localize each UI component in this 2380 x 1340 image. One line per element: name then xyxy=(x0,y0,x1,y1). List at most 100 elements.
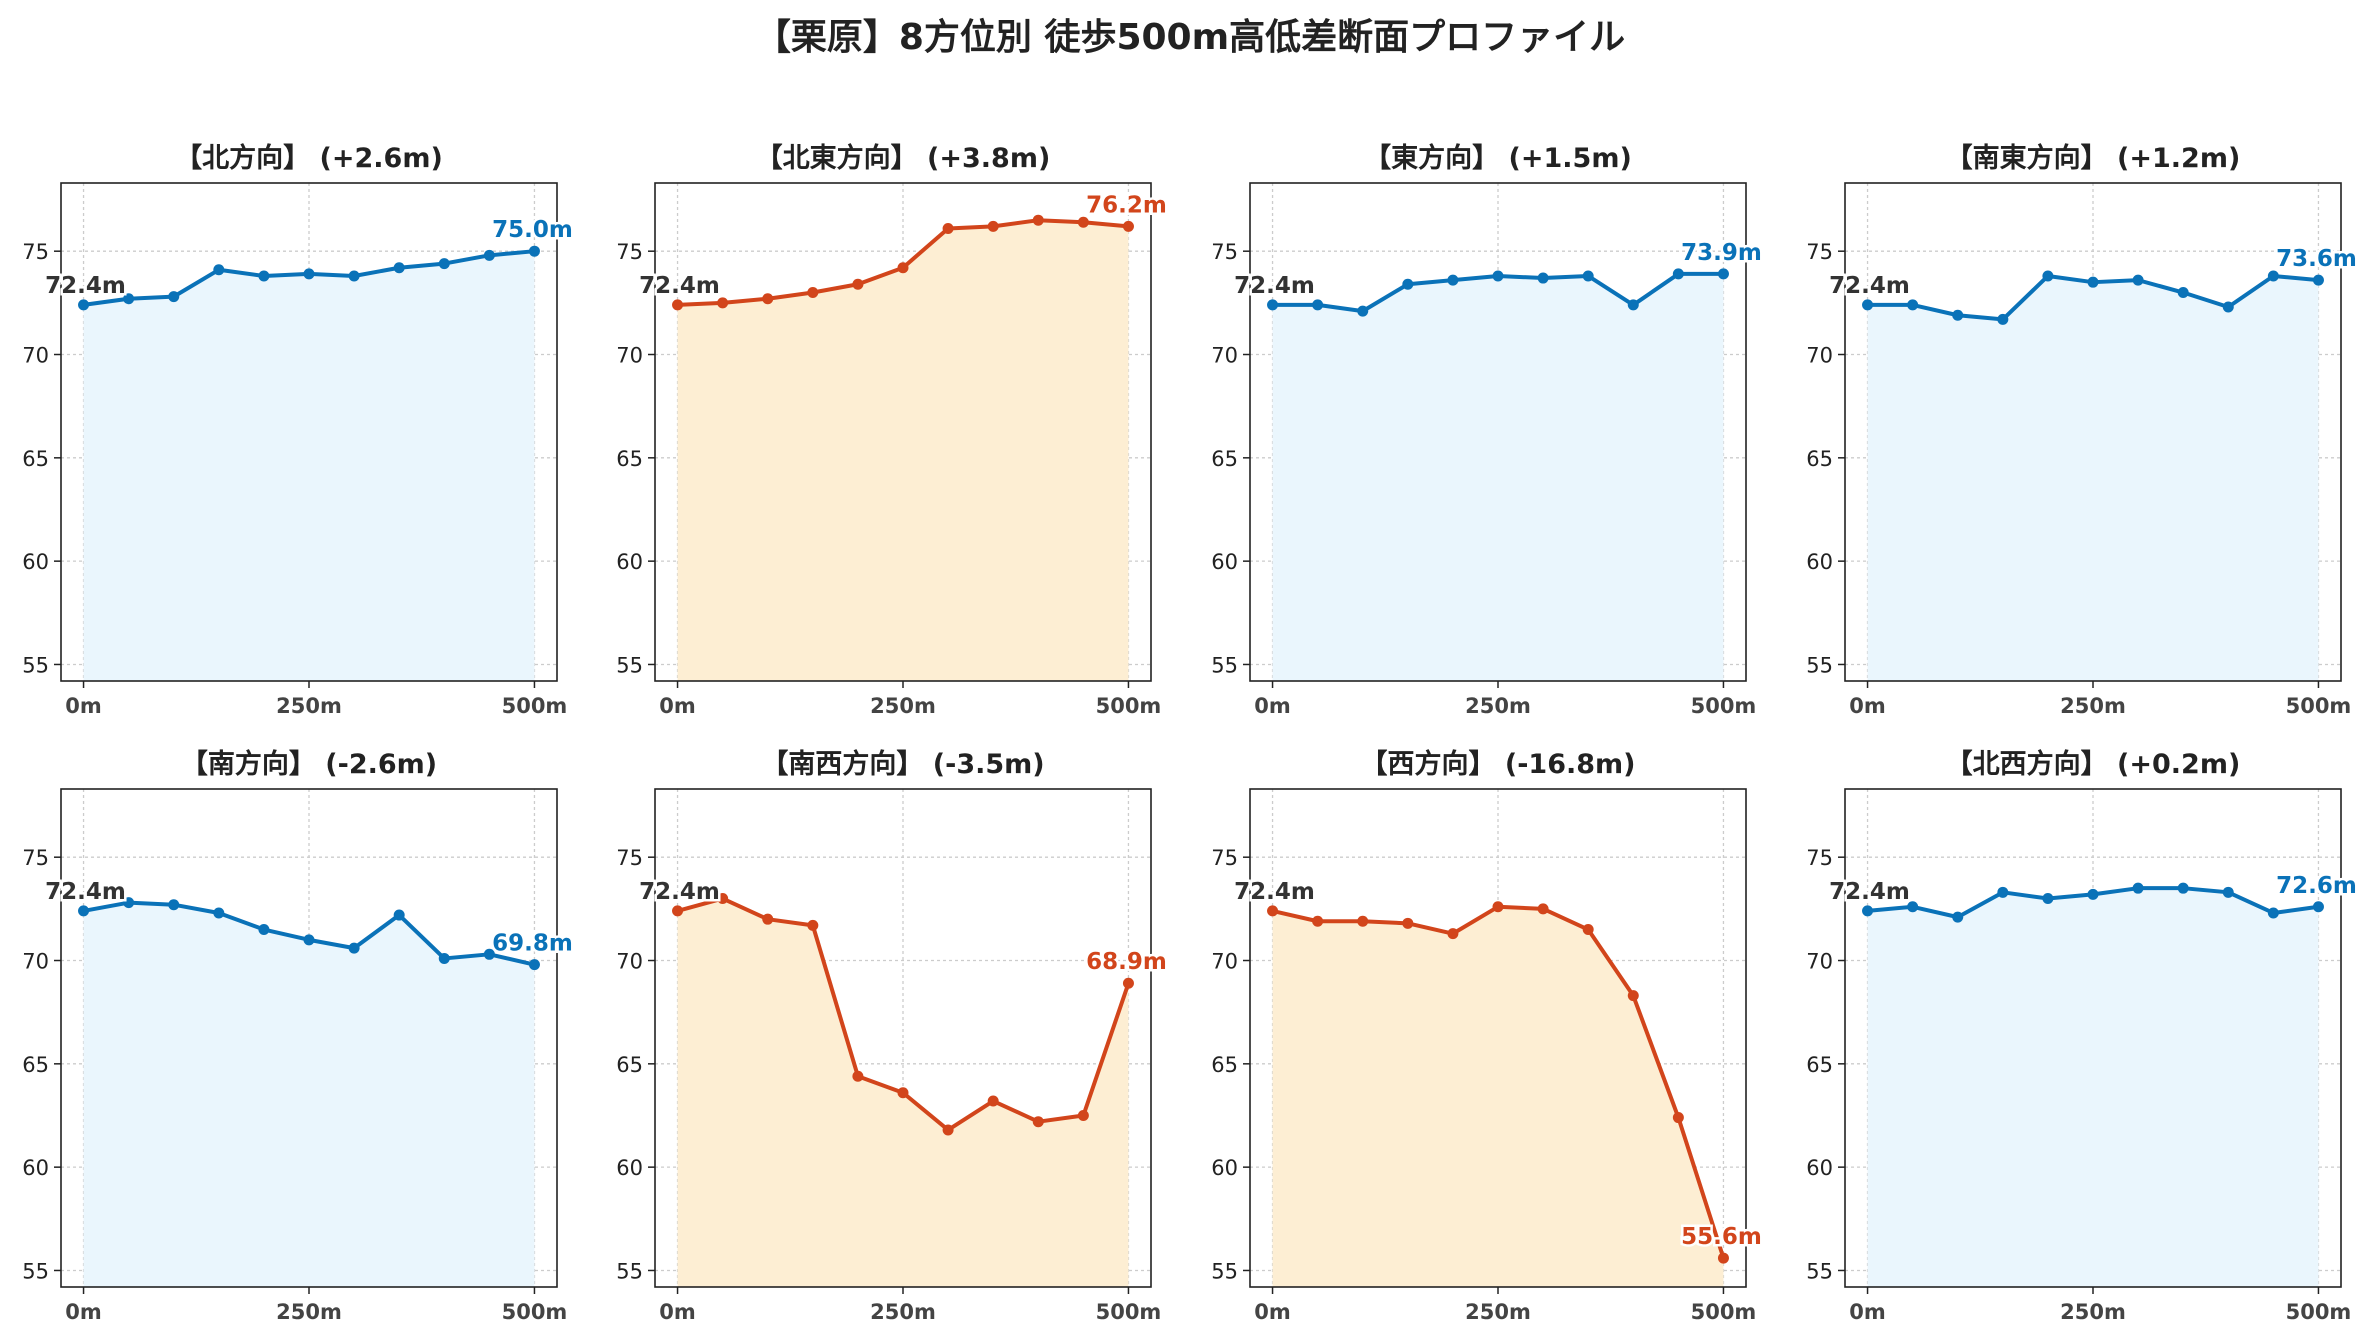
subplot-5: 【南西方向】 (-3.5m) 55 60 65 70 75 0m 250m 500m 72.4m 6… xyxy=(616,748,1169,1324)
data-point xyxy=(1582,270,1594,282)
y-tick-label: 65 xyxy=(22,1053,49,1077)
y-tick-label: 55 xyxy=(616,1259,643,1283)
data-point xyxy=(1997,886,2009,898)
end-elevation-label: 72.6m xyxy=(2276,873,2357,899)
data-point xyxy=(2312,901,2324,913)
data-point xyxy=(762,293,774,305)
data-point xyxy=(393,909,405,921)
x-tick-label: 0m xyxy=(659,1300,696,1324)
data-point xyxy=(1077,1109,1089,1121)
data-point xyxy=(123,293,135,305)
series-area xyxy=(677,220,1129,682)
data-point xyxy=(1077,216,1089,228)
data-point xyxy=(2267,270,2279,282)
data-point xyxy=(672,299,684,311)
series-area xyxy=(1272,273,1724,681)
data-point xyxy=(1267,905,1279,917)
data-point xyxy=(1032,1116,1044,1128)
data-point xyxy=(1672,268,1684,280)
data-point xyxy=(2087,276,2099,288)
y-tick-label: 60 xyxy=(616,1156,643,1180)
series-area xyxy=(1867,888,2319,1287)
x-tick-label: 0m xyxy=(1849,694,1886,718)
data-point xyxy=(2177,882,2189,894)
data-point xyxy=(1402,917,1414,929)
end-elevation-label: 73.6m xyxy=(2276,246,2357,272)
y-tick-label: 75 xyxy=(1806,846,1833,870)
data-point xyxy=(1267,299,1279,311)
subplot-title: 【南東方向】 (+1.2m) xyxy=(1946,142,2241,174)
y-tick-label: 75 xyxy=(22,240,49,264)
y-tick-label: 60 xyxy=(1806,1156,1833,1180)
data-point xyxy=(438,258,450,270)
y-tick-label: 60 xyxy=(1211,550,1238,574)
x-tick-label: 500m xyxy=(2286,1300,2352,1324)
start-elevation-label: 72.4m xyxy=(45,879,126,905)
data-point xyxy=(897,1087,909,1099)
x-tick-label: 250m xyxy=(1465,694,1531,718)
series-area xyxy=(83,251,535,682)
data-point xyxy=(213,264,225,276)
y-tick-label: 75 xyxy=(616,240,643,264)
x-tick-label: 250m xyxy=(870,694,936,718)
data-point xyxy=(258,924,270,936)
data-point xyxy=(348,942,360,954)
data-point xyxy=(2177,287,2189,299)
x-tick-label: 250m xyxy=(2060,1300,2126,1324)
x-tick-label: 500m xyxy=(2286,694,2352,718)
y-tick-label: 70 xyxy=(1806,950,1833,974)
subplot-0: 【北方向】 (+2.6m) 55 60 65 70 75 0m 250m 500m 72.4m 75… xyxy=(22,142,575,718)
data-point xyxy=(1402,278,1414,290)
subplot-title: 【北方向】 (+2.6m) xyxy=(175,142,443,174)
y-tick-label: 65 xyxy=(22,447,49,471)
y-tick-label: 70 xyxy=(616,344,643,368)
y-tick-label: 75 xyxy=(1211,240,1238,264)
x-tick-label: 250m xyxy=(276,694,342,718)
y-tick-label: 70 xyxy=(22,344,49,368)
data-point xyxy=(1312,299,1324,311)
subplot-title: 【南方向】 (-2.6m) xyxy=(181,748,437,780)
subplot-2: 【東方向】 (+1.5m) 55 60 65 70 75 0m 250m 500m 72.4m 73… xyxy=(1211,142,1764,718)
data-point xyxy=(1122,977,1134,989)
data-point xyxy=(1492,901,1504,913)
y-tick-label: 60 xyxy=(616,550,643,574)
y-tick-label: 60 xyxy=(1806,550,1833,574)
data-point xyxy=(2042,270,2054,282)
end-elevation-label: 75.0m xyxy=(492,217,573,243)
y-tick-label: 55 xyxy=(1806,1259,1833,1283)
start-elevation-label: 72.4m xyxy=(639,879,720,905)
x-tick-label: 250m xyxy=(276,1300,342,1324)
x-tick-label: 0m xyxy=(1849,1300,1886,1324)
x-tick-label: 500m xyxy=(1096,694,1162,718)
data-point xyxy=(1537,903,1549,915)
data-point xyxy=(1907,299,1919,311)
data-point xyxy=(1492,270,1504,282)
subplot-4: 【南方向】 (-2.6m) 55 60 65 70 75 0m 250m 500m 72.4m 69… xyxy=(22,748,575,1324)
data-point xyxy=(123,897,135,909)
data-point xyxy=(1447,928,1459,940)
end-elevation-label: 73.9m xyxy=(1681,240,1762,266)
x-tick-label: 250m xyxy=(870,1300,936,1324)
y-tick-label: 55 xyxy=(22,653,49,677)
data-point xyxy=(78,299,90,311)
subplot-title: 【東方向】 (+1.5m) xyxy=(1364,142,1632,174)
data-point xyxy=(1627,990,1639,1002)
data-point xyxy=(1717,1252,1729,1264)
data-point xyxy=(78,905,90,917)
data-point xyxy=(438,952,450,964)
end-elevation-label: 68.9m xyxy=(1086,949,1167,975)
data-point xyxy=(483,249,495,261)
data-point xyxy=(987,220,999,232)
y-tick-label: 75 xyxy=(1806,240,1833,264)
x-tick-label: 500m xyxy=(1096,1300,1162,1324)
data-point xyxy=(672,905,684,917)
x-tick-label: 500m xyxy=(1691,694,1757,718)
y-tick-label: 55 xyxy=(1211,653,1238,677)
y-tick-label: 65 xyxy=(616,447,643,471)
data-point xyxy=(762,913,774,925)
data-point xyxy=(1122,220,1134,232)
data-point xyxy=(2042,893,2054,905)
y-tick-label: 65 xyxy=(1211,1053,1238,1077)
data-point xyxy=(1627,299,1639,311)
